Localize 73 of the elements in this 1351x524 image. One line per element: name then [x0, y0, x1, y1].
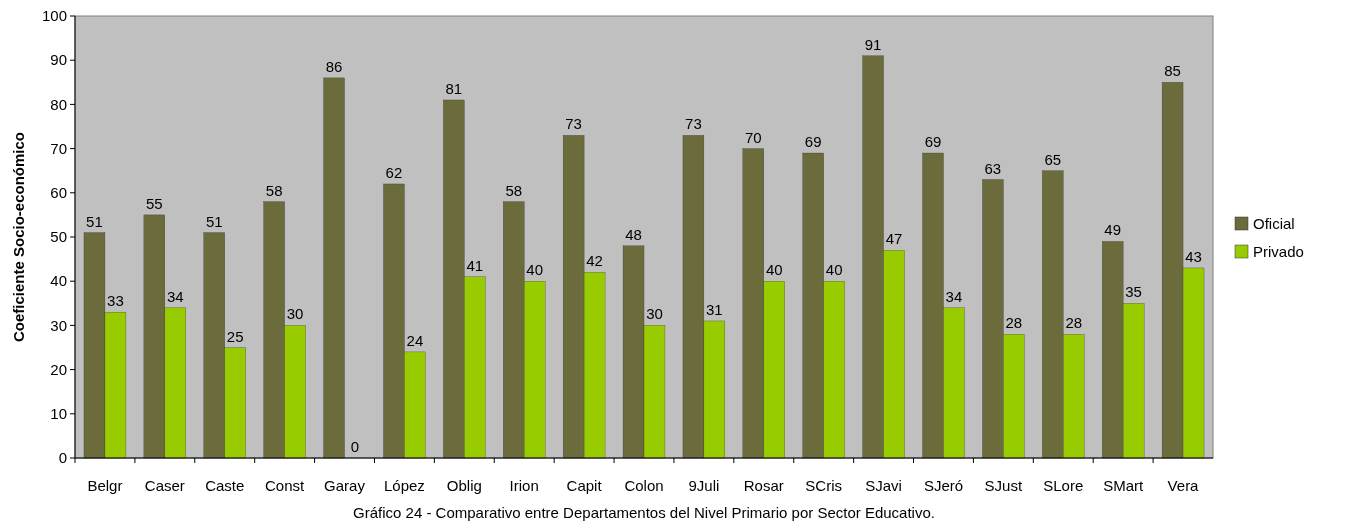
data-label: 40 [526, 261, 544, 279]
data-label: 41 [466, 256, 484, 274]
data-label: 40 [825, 261, 843, 279]
y-tick-label: 40 [50, 272, 67, 290]
data-label: 30 [286, 305, 304, 323]
data-label: 55 [146, 194, 163, 212]
legend-label: Privado [1253, 243, 1304, 261]
data-label: 34 [945, 287, 963, 305]
y-tick-label: 100 [41, 7, 67, 25]
x-tick-label: Rosar [743, 477, 784, 494]
x-tick-label: SMart [1103, 477, 1144, 494]
data-label: 69 [804, 133, 822, 151]
x-tick-label: Caser [144, 477, 185, 494]
data-label: 34 [166, 287, 184, 305]
x-tick-label: 9Juli [688, 477, 720, 494]
y-tick-label: 90 [50, 51, 67, 69]
data-label: 47 [885, 230, 903, 248]
x-tick-label: SJust [984, 477, 1023, 494]
data-label: 0 [350, 438, 360, 455]
x-tick-label: Irion [509, 477, 539, 494]
x-tick-label: Colon [624, 477, 664, 494]
data-label: 40 [765, 261, 783, 279]
data-label: 62 [385, 163, 403, 181]
y-tick-label: 0 [58, 449, 67, 467]
data-label: 63 [984, 159, 1002, 177]
data-label: 58 [505, 181, 523, 199]
x-tick-label: Garay [324, 477, 366, 494]
data-label: 69 [924, 133, 942, 151]
data-label: 58 [265, 181, 283, 199]
data-label: 73 [565, 115, 582, 133]
data-label: 25 [226, 327, 244, 345]
y-tick-label: 60 [50, 184, 67, 202]
x-tick-label: SLore [1043, 477, 1084, 494]
bar [323, 77, 345, 459]
data-label: 73 [685, 115, 702, 133]
data-label: 30 [646, 305, 663, 323]
y-tick-label: 20 [50, 360, 67, 378]
data-label: 42 [586, 252, 603, 270]
data-label: 81 [445, 79, 463, 97]
legend-label: Oficial [1253, 215, 1295, 233]
data-label: 91 [864, 35, 882, 53]
x-tick-label: SJeró [923, 477, 964, 494]
y-tick-label: 30 [50, 316, 67, 334]
data-label: 70 [744, 128, 762, 146]
x-tick-label: Belgr [87, 477, 123, 494]
data-label: 65 [1044, 150, 1062, 168]
x-tick-label: SCris [805, 477, 843, 494]
x-tick-label: Capit [566, 477, 603, 494]
text: Gráfico 24 - Comparativo entre Departamentos del Nivel Primario por Sector Educativo. [353, 504, 935, 521]
data-label: 49 [1104, 221, 1122, 239]
x-tick-label: SJavi [865, 477, 902, 494]
data-label: 24 [406, 331, 424, 349]
data-label: 28 [1065, 314, 1083, 332]
data-label: 51 [205, 212, 223, 230]
data-label: 35 [1125, 283, 1142, 301]
y-axis-title: Coeficiente Socio-económico [10, 131, 27, 343]
data-label: 31 [706, 300, 723, 318]
data-label: 28 [1005, 314, 1023, 332]
x-tick-label: Const [265, 477, 306, 494]
x-tick-label: Caste [205, 477, 245, 494]
x-tick-label: López [383, 477, 425, 494]
data-label: 33 [107, 292, 124, 310]
x-tick-label: Vera [1167, 477, 1200, 494]
data-label: 51 [86, 212, 103, 230]
data-label: 43 [1185, 247, 1202, 265]
data-label: 48 [625, 225, 642, 243]
x-tick-label: Oblig [446, 477, 482, 494]
data-label: 86 [325, 57, 343, 75]
data-label: 85 [1164, 62, 1181, 80]
y-tick-label: 10 [50, 405, 67, 423]
y-tick-label: 50 [50, 228, 67, 246]
y-tick-label: 80 [50, 95, 67, 113]
y-tick-label: 70 [50, 139, 67, 157]
